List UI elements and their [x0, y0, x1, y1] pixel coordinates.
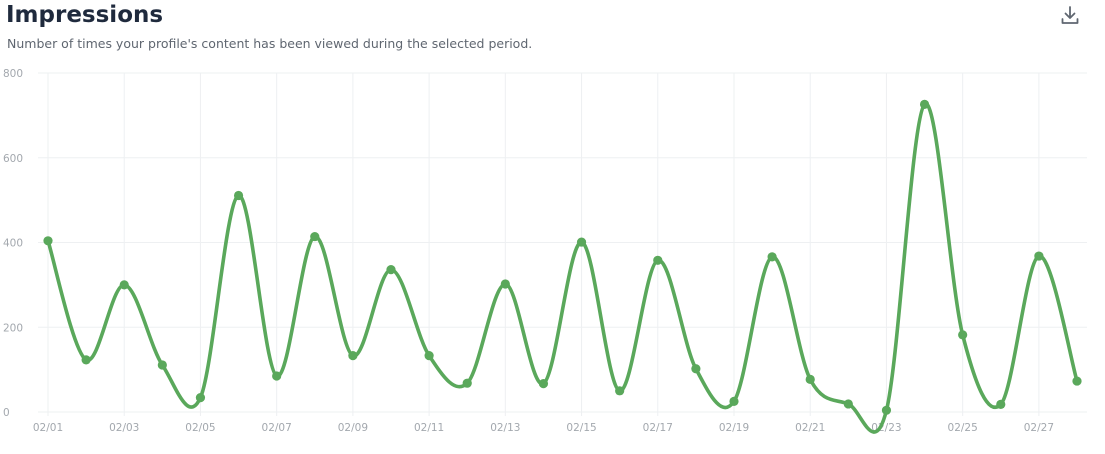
- x-tick-label: 02/07: [262, 422, 292, 434]
- x-tick-label: 02/13: [490, 422, 520, 434]
- y-tick-label: 200: [3, 322, 23, 334]
- data-point[interactable]: [386, 265, 395, 274]
- data-point[interactable]: [425, 351, 434, 360]
- y-tick-label: 400: [3, 238, 23, 250]
- data-point[interactable]: [958, 330, 967, 339]
- series-line: [48, 104, 1077, 432]
- y-tick-label: 800: [3, 68, 23, 80]
- data-point[interactable]: [348, 351, 357, 360]
- data-point[interactable]: [882, 406, 891, 415]
- data-point[interactable]: [272, 371, 281, 380]
- data-point[interactable]: [806, 375, 815, 384]
- x-tick-label: 02/09: [338, 422, 368, 434]
- x-tick-label: 02/25: [948, 422, 978, 434]
- data-point[interactable]: [691, 364, 700, 373]
- data-point[interactable]: [577, 237, 586, 246]
- x-tick-label: 02/21: [795, 422, 825, 434]
- y-tick-label: 0: [3, 407, 10, 419]
- data-point[interactable]: [158, 360, 167, 369]
- data-point[interactable]: [463, 379, 472, 388]
- x-tick-label: 02/01: [33, 422, 63, 434]
- x-tick-label: 02/17: [643, 422, 673, 434]
- data-point[interactable]: [768, 252, 777, 261]
- data-point[interactable]: [920, 100, 929, 109]
- x-tick-label: 02/11: [414, 422, 444, 434]
- data-point[interactable]: [615, 386, 624, 395]
- data-point[interactable]: [196, 393, 205, 402]
- data-point[interactable]: [1034, 251, 1043, 260]
- x-tick-label: 02/15: [566, 422, 596, 434]
- data-point[interactable]: [120, 280, 129, 289]
- x-tick-label: 02/27: [1024, 422, 1054, 434]
- data-point[interactable]: [996, 400, 1005, 409]
- x-tick-label: 02/03: [109, 422, 139, 434]
- data-point[interactable]: [539, 379, 548, 388]
- data-point[interactable]: [501, 279, 510, 288]
- x-tick-label: 02/19: [719, 422, 749, 434]
- data-point[interactable]: [43, 236, 52, 245]
- data-point[interactable]: [310, 232, 319, 241]
- x-tick-label: 02/05: [185, 422, 215, 434]
- data-point[interactable]: [234, 191, 243, 200]
- y-tick-label: 600: [3, 153, 23, 165]
- data-point[interactable]: [1072, 376, 1081, 385]
- data-point[interactable]: [844, 399, 853, 408]
- data-point[interactable]: [653, 256, 662, 265]
- data-point[interactable]: [82, 355, 91, 364]
- data-point[interactable]: [729, 397, 738, 406]
